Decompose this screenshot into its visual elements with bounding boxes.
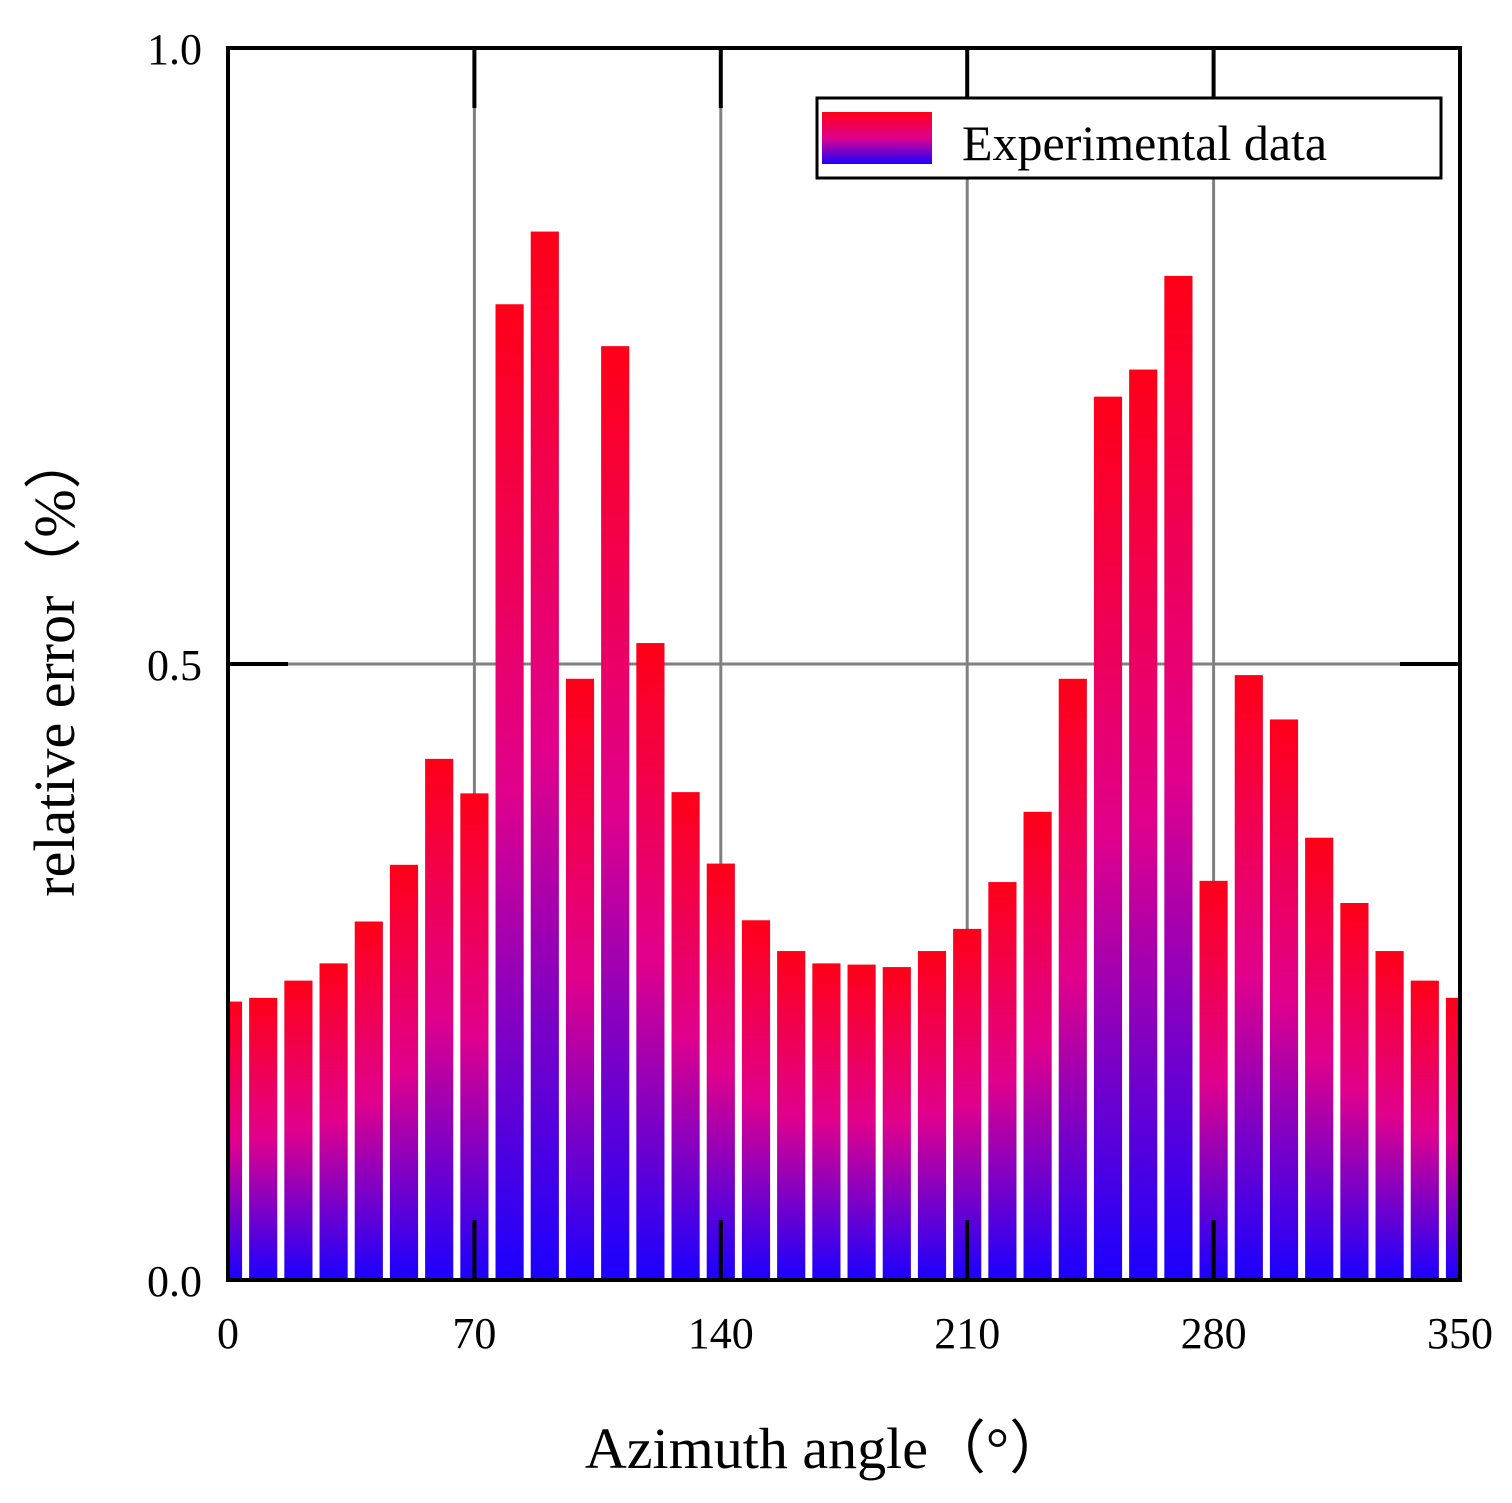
bar	[565, 678, 595, 1280]
bar	[249, 997, 278, 1280]
x-tick-label: 210	[934, 1309, 1000, 1358]
legend-label: Experimental data	[962, 115, 1327, 171]
bar	[601, 346, 630, 1280]
bar	[1445, 997, 1460, 1280]
bar	[882, 967, 911, 1280]
bar	[1375, 951, 1404, 1280]
bar	[389, 864, 419, 1280]
bar	[1093, 396, 1123, 1280]
x-tick-label: 70	[452, 1309, 496, 1358]
bar	[1199, 880, 1228, 1280]
bar	[1129, 369, 1158, 1280]
bar	[495, 304, 524, 1281]
bar	[1305, 837, 1334, 1280]
bar	[1340, 903, 1369, 1280]
bar	[741, 920, 771, 1280]
bar	[425, 758, 454, 1280]
bar	[1269, 719, 1299, 1280]
bar	[284, 980, 313, 1280]
x-tick-label: 140	[688, 1309, 754, 1358]
bar	[917, 951, 947, 1280]
bar	[847, 964, 876, 1280]
bar	[1058, 678, 1087, 1280]
bar	[1410, 980, 1439, 1280]
bar	[1234, 675, 1263, 1280]
y-tick-label: 0.0	[147, 1257, 202, 1306]
bar	[354, 921, 383, 1280]
bar	[636, 643, 665, 1280]
bar	[319, 963, 348, 1280]
legend: Experimental data	[815, 96, 1443, 180]
bar	[1164, 275, 1193, 1280]
x-tick-label: 350	[1427, 1309, 1493, 1358]
bar	[671, 792, 700, 1280]
bar	[460, 793, 489, 1280]
bar	[988, 882, 1017, 1280]
ticks: 0 70 140 210 280 350 0.0 0.5 1.0	[147, 25, 1493, 1358]
bar	[812, 963, 841, 1280]
bars	[228, 231, 1460, 1281]
bar	[228, 1001, 243, 1280]
bar	[1023, 811, 1052, 1280]
y-tick-label: 0.5	[147, 641, 202, 690]
y-tick-label: 1.0	[147, 25, 202, 74]
x-axis-title: Azimuth angle（°）	[585, 1416, 1067, 1481]
legend-swatch	[822, 112, 932, 164]
bar	[777, 951, 806, 1280]
x-tick-label: 280	[1181, 1309, 1247, 1358]
bar	[530, 231, 559, 1280]
y-axis-title: relative error（%）	[22, 431, 87, 896]
bar	[706, 863, 735, 1280]
x-tick-label: 0	[217, 1309, 239, 1358]
